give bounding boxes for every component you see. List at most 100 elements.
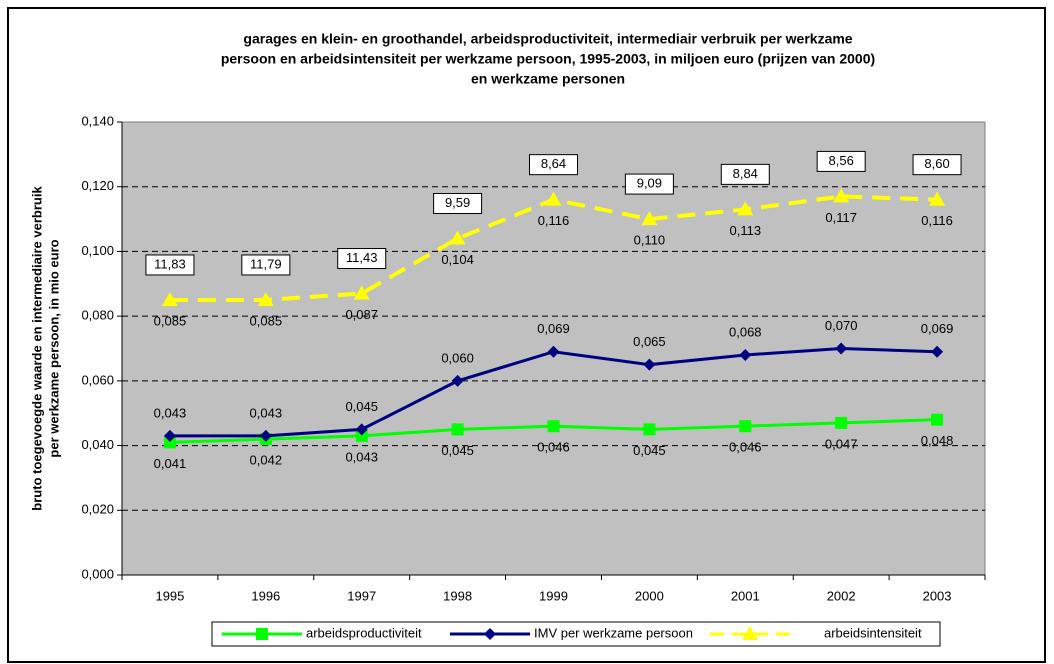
- data-label: 0,068: [729, 324, 762, 339]
- marker: [163, 429, 176, 442]
- marker: [451, 423, 464, 436]
- data-label: 0,045: [633, 443, 666, 458]
- box-label: 8,60: [924, 156, 949, 171]
- marker: [484, 628, 496, 640]
- data-label: 0,047: [825, 436, 858, 451]
- box-label-frame: [241, 254, 291, 276]
- marker: [451, 374, 464, 387]
- data-label: 0,043: [345, 449, 378, 464]
- x-tick-label: 2000: [635, 588, 664, 603]
- marker: [643, 358, 656, 371]
- y-tick-label: 0,020: [81, 502, 114, 517]
- box-label: 8,56: [829, 153, 854, 168]
- data-label: 0,046: [729, 440, 762, 455]
- data-label: 0,087: [345, 307, 378, 322]
- y-axis-label: per werkzame persoon, in mio euro: [46, 239, 61, 457]
- data-label: 0,110: [634, 233, 666, 248]
- box-label-frame: [720, 163, 770, 185]
- box-label: 11,83: [154, 256, 186, 271]
- data-label: 0,070: [825, 318, 858, 333]
- x-tick-label: 1997: [347, 588, 376, 603]
- marker: [833, 188, 850, 203]
- data-label: 0,065: [633, 334, 666, 349]
- legend-label: arbeidsintensiteit: [824, 625, 922, 640]
- data-label: 0,116: [538, 213, 570, 228]
- x-tick-label: 1998: [443, 588, 472, 603]
- x-tick-label: 2003: [923, 588, 952, 603]
- legend: [211, 621, 941, 647]
- marker: [929, 191, 946, 206]
- marker: [259, 429, 272, 442]
- y-tick-label: 0,120: [81, 178, 114, 193]
- marker: [161, 291, 178, 306]
- box-label: 11,43: [346, 250, 378, 265]
- marker: [355, 429, 368, 442]
- marker: [256, 628, 268, 640]
- marker: [547, 420, 560, 433]
- marker: [257, 291, 274, 306]
- data-label: 0,113: [729, 223, 761, 238]
- box-label-frame: [145, 254, 195, 276]
- data-label: 0,042: [250, 453, 283, 468]
- data-label: 0,116: [921, 213, 953, 228]
- data-label: 0,043: [250, 405, 283, 420]
- chart-title: persoon en arbeidsintensiteit per werkza…: [221, 51, 875, 67]
- marker: [739, 420, 752, 433]
- marker: [355, 423, 368, 436]
- chart-title: en werkzame personen: [471, 71, 625, 87]
- data-label: 0,117: [825, 210, 857, 225]
- data-label: 0,060: [441, 350, 474, 365]
- x-tick-label: 2001: [731, 588, 760, 603]
- legend-label: IMV per werkzame persoon: [534, 625, 693, 640]
- marker: [737, 201, 754, 216]
- y-tick-label: 0,100: [81, 243, 114, 258]
- box-label-frame: [624, 173, 674, 195]
- box-label-frame: [337, 247, 387, 269]
- legend-label: arbeidsproductiviteit: [306, 625, 422, 640]
- box-label: 8,64: [541, 156, 566, 171]
- marker: [641, 211, 658, 226]
- x-tick-label: 1995: [155, 588, 184, 603]
- marker: [835, 342, 848, 355]
- marker: [931, 413, 944, 426]
- y-tick-label: 0,000: [81, 566, 114, 581]
- marker: [931, 345, 944, 358]
- marker: [547, 345, 560, 358]
- x-tick-label: 1999: [539, 588, 568, 603]
- marker: [163, 436, 176, 449]
- data-label: 0,085: [154, 313, 187, 328]
- box-label: 11,79: [250, 256, 282, 271]
- box-label: 9,09: [637, 176, 662, 191]
- y-axis-label: bruto toegevoegde waarde en intermediair…: [29, 186, 44, 511]
- box-label-frame: [529, 154, 578, 176]
- data-label: 0,085: [250, 313, 283, 328]
- box-label: 8,84: [733, 166, 758, 181]
- x-tick-label: 1996: [251, 588, 280, 603]
- y-tick-label: 0,040: [81, 437, 114, 452]
- data-label: 0,069: [921, 321, 954, 336]
- x-tick-label: 2002: [827, 588, 856, 603]
- data-label: 0,046: [537, 440, 570, 455]
- chart-title: garages en klein- en groothandel, arbeid…: [243, 31, 852, 47]
- box-label-frame: [912, 154, 962, 176]
- marker: [353, 285, 370, 300]
- marker: [545, 191, 562, 206]
- y-tick-label: 0,140: [81, 113, 114, 128]
- data-label: 0,043: [154, 405, 187, 420]
- marker: [739, 348, 752, 361]
- box-label-frame: [433, 192, 483, 214]
- data-label: 0,104: [441, 252, 474, 267]
- marker: [643, 423, 656, 436]
- y-tick-label: 0,080: [81, 308, 114, 323]
- marker: [742, 626, 758, 640]
- data-label: 0,045: [441, 443, 474, 458]
- box-label-frame: [816, 150, 866, 172]
- data-label: 0,048: [921, 433, 954, 448]
- data-label: 0,045: [345, 399, 378, 414]
- marker: [449, 230, 466, 245]
- marker: [835, 416, 848, 429]
- data-label: 0,069: [537, 321, 570, 336]
- box-label: 9,59: [445, 195, 470, 210]
- data-label: 0,041: [154, 456, 187, 471]
